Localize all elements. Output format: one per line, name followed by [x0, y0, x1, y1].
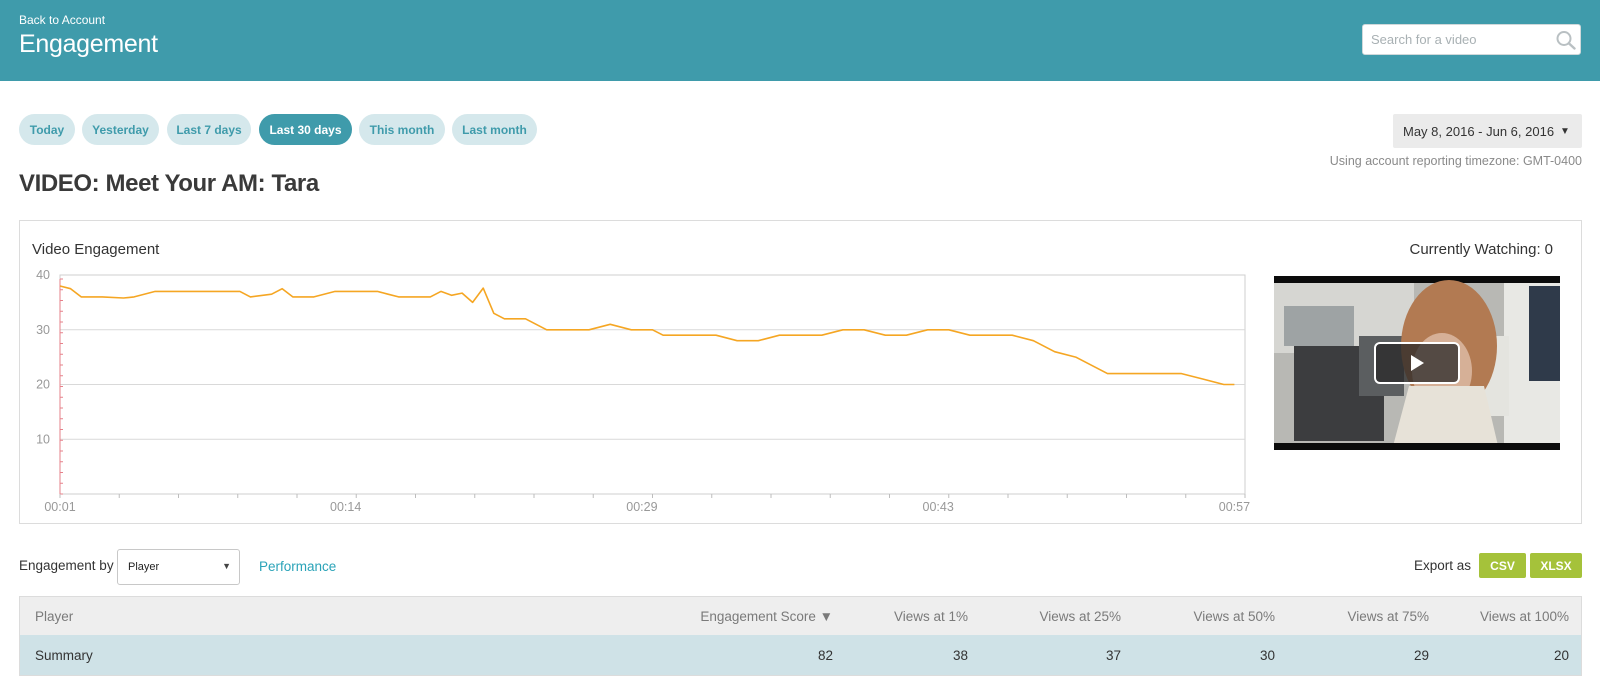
date-range-value: May 8, 2016 - Jun 6, 2016	[1403, 123, 1555, 139]
range-today-button[interactable]: Today	[19, 114, 75, 145]
range-this-month-button[interactable]: This month	[359, 114, 445, 145]
play-button[interactable]	[1374, 342, 1460, 384]
engagement-table: Player Engagement Score ▼ Views at 1% Vi…	[19, 596, 1582, 676]
x-tick-label: 00:57	[1219, 500, 1250, 514]
y-tick-label: 30	[36, 323, 50, 337]
chart-title: Video Engagement	[32, 241, 160, 258]
y-tick-label: 20	[36, 378, 50, 392]
summary-views-25: 37	[1105, 647, 1121, 663]
search-icon[interactable]	[1555, 30, 1577, 50]
x-tick-label: 00:01	[44, 500, 75, 514]
summary-views-1: 38	[952, 647, 968, 663]
column-header-views-75[interactable]: Views at 75%	[1347, 608, 1429, 624]
export-csv-button[interactable]: CSV	[1479, 553, 1526, 578]
back-to-account-link[interactable]: Back to Account	[19, 13, 106, 27]
y-tick-label: 40	[36, 268, 50, 282]
range-last-30-days-button[interactable]: Last 30 days	[259, 114, 352, 145]
table-header-row: Player Engagement Score ▼ Views at 1% Vi…	[20, 597, 1581, 635]
column-header-views-100[interactable]: Views at 100%	[1479, 608, 1569, 624]
summary-player: Summary	[35, 647, 93, 663]
range-last-7-days-button[interactable]: Last 7 days	[167, 114, 251, 145]
column-header-engagement-score[interactable]: Engagement Score ▼	[700, 608, 833, 624]
range-last-month-button[interactable]: Last month	[452, 114, 537, 145]
engagement-by-select[interactable]: Player ▼	[117, 549, 240, 585]
caret-down-icon: ▼	[1560, 125, 1570, 137]
date-range-picker[interactable]: May 8, 2016 - Jun 6, 2016 ▼	[1393, 114, 1582, 148]
currently-watching-label: Currently Watching:	[1409, 241, 1541, 258]
engagement-series-line	[59, 285, 1235, 386]
engagement-line-chart: 10 20 30 40 00:01 00:14 00:29 00:43 00:57	[36, 268, 1250, 514]
video-title: VIDEO: Meet Your AM: Tara	[19, 170, 319, 197]
summary-engagement-score: 82	[817, 647, 833, 663]
column-header-views-25[interactable]: Views at 25%	[1039, 608, 1121, 624]
video-search-input[interactable]	[1363, 25, 1548, 54]
range-yesterday-button[interactable]: Yesterday	[82, 114, 159, 145]
export-xlsx-button[interactable]: XLSX	[1530, 553, 1582, 578]
summary-views-75: 29	[1413, 647, 1429, 663]
column-header-player[interactable]: Player	[35, 608, 74, 624]
table-summary-row[interactable]: Summary 82 38 37 30 29 20	[20, 635, 1581, 675]
play-icon	[1411, 355, 1424, 371]
engagement-by-label: Engagement by	[19, 558, 114, 573]
currently-watching-value: 0	[1544, 241, 1553, 258]
engagement-chart-panel: 10 20 30 40 00:01 00:14 00:29 00:43 00:57 Video …	[19, 220, 1582, 524]
y-tick-label: 10	[36, 432, 50, 446]
currently-watching: Currently Watching: 0	[1410, 241, 1554, 258]
video-player-thumbnail[interactable]	[1274, 276, 1560, 450]
performance-link[interactable]: Performance	[259, 559, 337, 574]
summary-views-50: 30	[1259, 647, 1275, 663]
caret-down-icon: ▼	[222, 561, 231, 571]
x-tick-label: 00:14	[330, 500, 361, 514]
top-header-bar: Back to Account Engagement	[0, 0, 1600, 81]
timezone-note: Using account reporting timezone: GMT-04…	[1329, 154, 1582, 168]
page-title: Engagement	[19, 30, 158, 58]
summary-views-100: 20	[1553, 647, 1569, 663]
column-header-views-50[interactable]: Views at 50%	[1193, 608, 1275, 624]
video-search-box	[1362, 24, 1581, 55]
column-header-views-1[interactable]: Views at 1%	[893, 608, 968, 624]
x-tick-label: 00:29	[626, 500, 657, 514]
export-as-label: Export as	[1414, 558, 1472, 573]
engagement-by-selected: Player	[128, 561, 160, 573]
x-tick-label: 00:43	[923, 500, 954, 514]
